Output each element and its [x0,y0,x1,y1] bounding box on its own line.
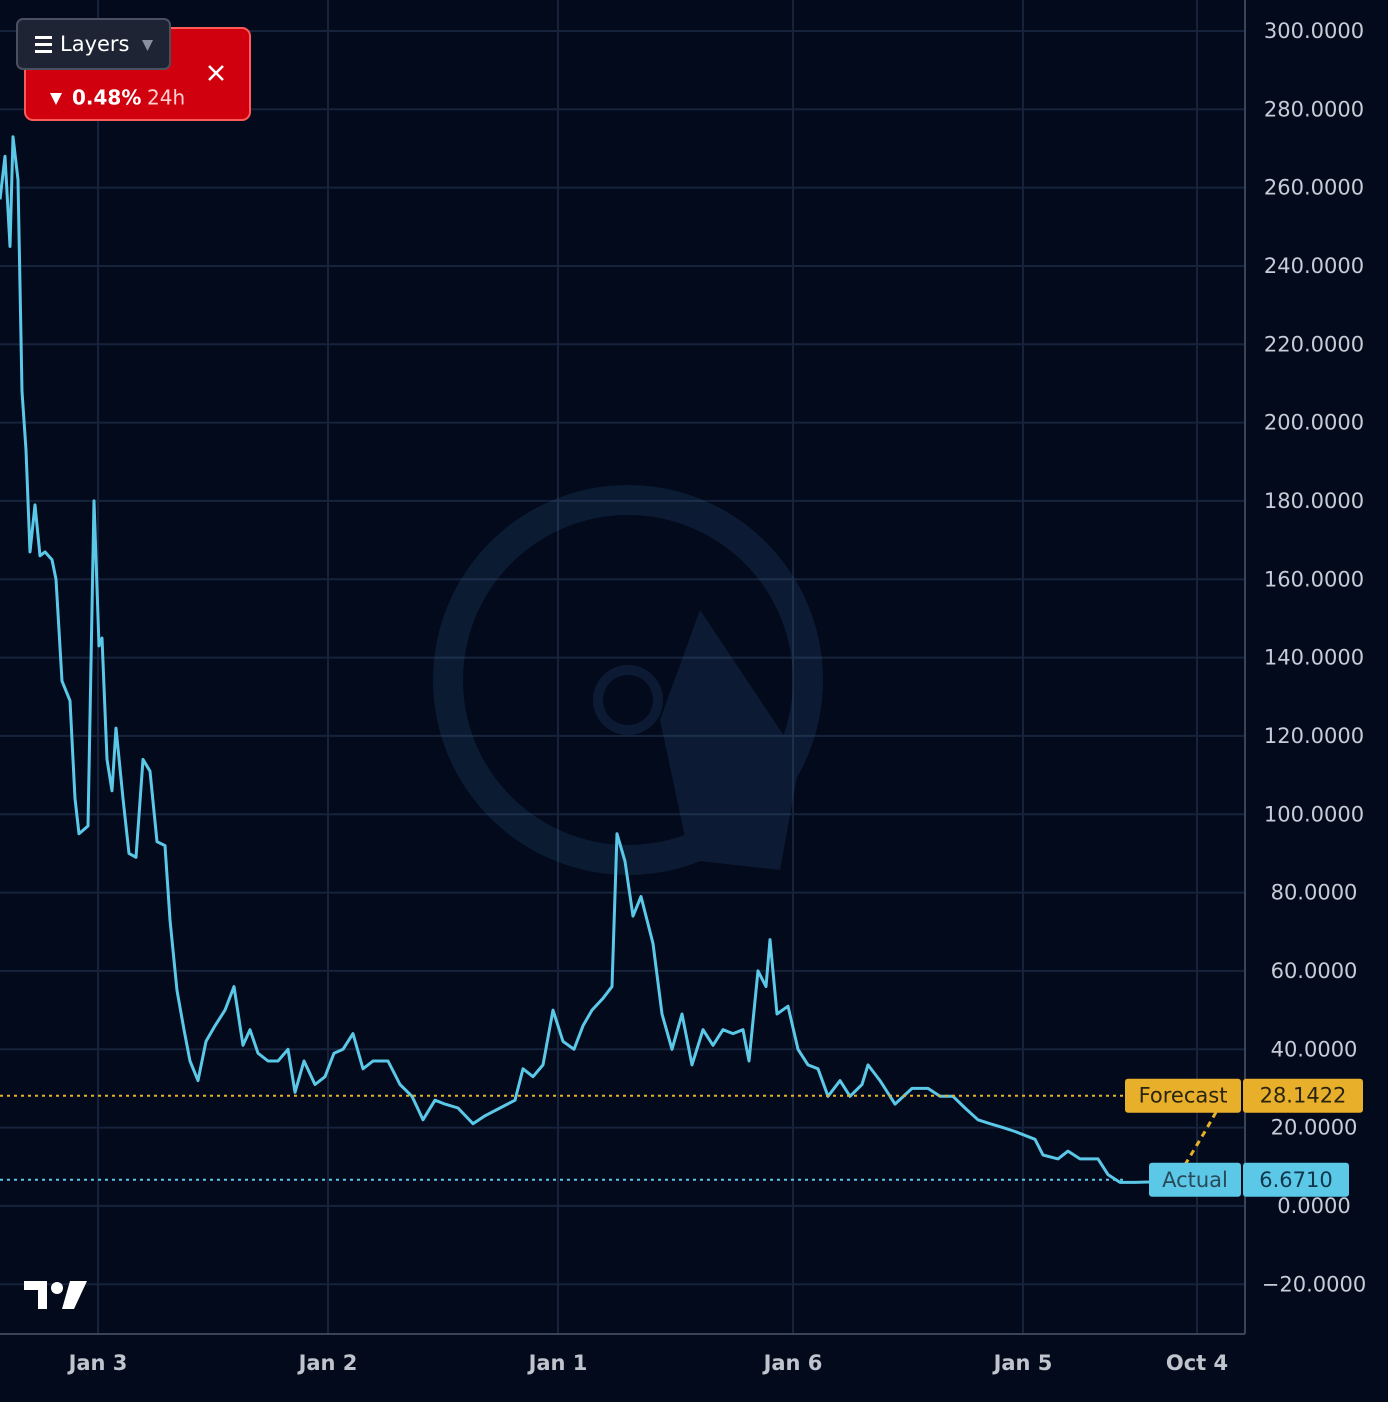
logo [24,1281,87,1309]
series-line [1183,1095,1227,1166]
watermark [433,485,823,875]
x-tick-label: Jan 3 [67,1351,128,1375]
x-tick-label: Jan 6 [762,1351,823,1375]
price-box [1243,1162,1349,1197]
y-tick-label: 300.0000 [1264,19,1364,43]
y-tick-label: 240.0000 [1264,254,1364,278]
y-tick-label: 120.0000 [1264,724,1364,748]
down-arrow [50,93,62,105]
y-tick-label: 260.0000 [1264,176,1364,200]
period: 24h [147,86,185,110]
grid [0,0,1245,1334]
menu-bg[interactable] [16,18,171,70]
plot [0,135,1227,1184]
labels: −20.0000 0.0000 20.0000 40.0000 60.0000 80.00… [67,19,1367,1375]
change: 0.48% [72,86,141,110]
menu-icon [35,36,52,39]
y-tick-label: 40.0000 [1271,1037,1358,1061]
y-tick-label: 280.0000 [1264,97,1364,121]
series-name: Forecast [1139,1084,1228,1108]
close-button[interactable] [208,65,224,81]
y-tick-label: 20.0000 [1271,1116,1358,1140]
y-tick-label: 180.0000 [1264,489,1364,513]
price-label: 6.6710 [1259,1168,1332,1192]
y-tick-label: 80.0000 [1271,881,1358,905]
x-tick-label: Jan 2 [297,1351,358,1375]
y-tick-label: 140.0000 [1264,646,1364,670]
y-tick-label: 160.0000 [1264,567,1364,591]
menu-icon [35,50,52,53]
menu-label[interactable]: Layers [60,32,130,56]
y-tick-label: 220.0000 [1264,332,1364,356]
layers-menu[interactable]: Layers [16,18,171,70]
series-pill [1149,1162,1241,1197]
x-tick-label: Jan 5 [992,1351,1053,1375]
menu-icon [35,43,52,46]
y-tick-label: 0.0000 [1277,1194,1350,1218]
y-tick-label: 100.0000 [1264,802,1364,826]
series-pill [1125,1078,1241,1113]
x-tick-label: Oct 4 [1166,1351,1228,1375]
y-tick-label: −20.0000 [1262,1272,1366,1296]
chevron [142,40,153,51]
price-box [1243,1078,1363,1113]
price-label: 28.1422 [1260,1084,1347,1108]
series-line [0,135,1151,1184]
y-tick-label: 60.0000 [1271,959,1358,983]
y-tick-label: 200.0000 [1264,411,1364,435]
series-name: Actual [1162,1168,1228,1192]
x-tick-label: Jan 1 [527,1351,588,1375]
